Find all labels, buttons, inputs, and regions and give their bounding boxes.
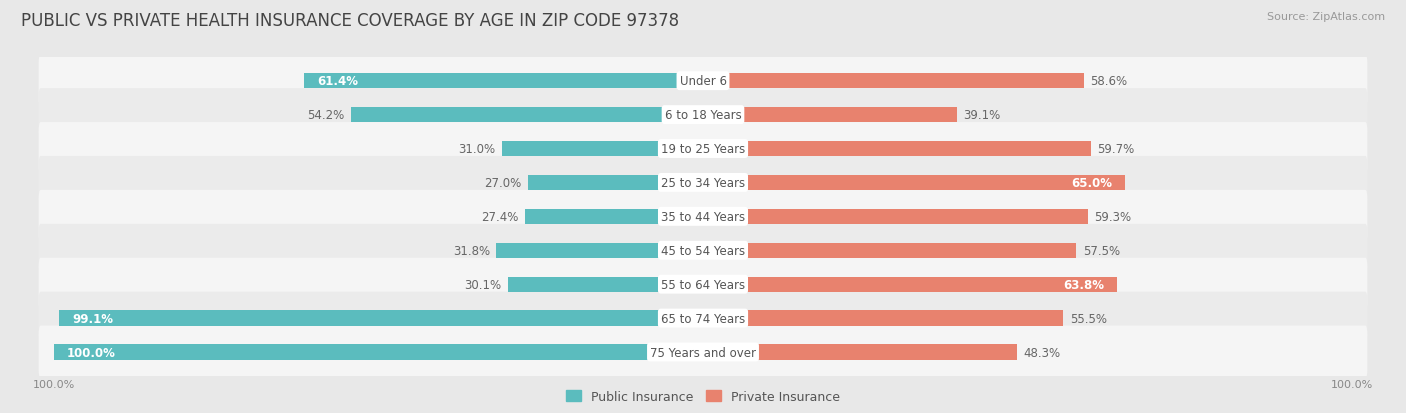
Text: 65.0%: 65.0%: [1071, 176, 1112, 190]
Text: 57.5%: 57.5%: [1083, 244, 1121, 257]
FancyBboxPatch shape: [38, 258, 1368, 311]
Text: 59.3%: 59.3%: [1095, 210, 1132, 223]
Bar: [703, 243, 1077, 258]
Text: 27.4%: 27.4%: [481, 210, 519, 223]
Text: 100.0%: 100.0%: [66, 346, 115, 358]
Text: Source: ZipAtlas.com: Source: ZipAtlas.com: [1267, 12, 1385, 22]
Bar: [703, 108, 957, 123]
Bar: [508, 277, 703, 292]
Text: 63.8%: 63.8%: [1063, 278, 1104, 291]
Bar: [304, 74, 703, 89]
Text: 65 to 74 Years: 65 to 74 Years: [661, 312, 745, 325]
FancyBboxPatch shape: [38, 190, 1368, 243]
Bar: [703, 209, 1088, 224]
Text: 55 to 64 Years: 55 to 64 Years: [661, 278, 745, 291]
FancyBboxPatch shape: [38, 123, 1368, 176]
Text: PUBLIC VS PRIVATE HEALTH INSURANCE COVERAGE BY AGE IN ZIP CODE 97378: PUBLIC VS PRIVATE HEALTH INSURANCE COVER…: [21, 12, 679, 30]
Text: 19 to 25 Years: 19 to 25 Years: [661, 142, 745, 156]
Text: 25 to 34 Years: 25 to 34 Years: [661, 176, 745, 190]
Text: 45 to 54 Years: 45 to 54 Years: [661, 244, 745, 257]
Text: 35 to 44 Years: 35 to 44 Years: [661, 210, 745, 223]
FancyBboxPatch shape: [38, 292, 1368, 345]
Legend: Public Insurance, Private Insurance: Public Insurance, Private Insurance: [561, 385, 845, 408]
Text: 48.3%: 48.3%: [1024, 346, 1060, 358]
Text: 59.7%: 59.7%: [1097, 142, 1135, 156]
Text: 30.1%: 30.1%: [464, 278, 501, 291]
FancyBboxPatch shape: [38, 157, 1368, 209]
Text: 6 to 18 Years: 6 to 18 Years: [665, 109, 741, 122]
Bar: [703, 311, 1063, 326]
Text: 55.5%: 55.5%: [1070, 312, 1107, 325]
FancyBboxPatch shape: [38, 89, 1368, 142]
Bar: [703, 344, 1017, 360]
Text: 39.1%: 39.1%: [963, 109, 1001, 122]
Text: 75 Years and over: 75 Years and over: [650, 346, 756, 358]
Text: 31.8%: 31.8%: [453, 244, 489, 257]
Bar: [502, 142, 703, 157]
Bar: [703, 74, 1084, 89]
FancyBboxPatch shape: [38, 55, 1368, 108]
Bar: [527, 176, 703, 191]
Bar: [703, 142, 1091, 157]
Text: 58.6%: 58.6%: [1090, 75, 1128, 88]
FancyBboxPatch shape: [38, 224, 1368, 277]
Bar: [524, 209, 703, 224]
Text: Under 6: Under 6: [679, 75, 727, 88]
FancyBboxPatch shape: [38, 326, 1368, 379]
Bar: [352, 108, 703, 123]
Bar: [703, 176, 1125, 191]
Bar: [496, 243, 703, 258]
Bar: [59, 311, 703, 326]
Bar: [53, 344, 703, 360]
Text: 54.2%: 54.2%: [308, 109, 344, 122]
Text: 31.0%: 31.0%: [458, 142, 495, 156]
Bar: [703, 277, 1118, 292]
Text: 99.1%: 99.1%: [72, 312, 114, 325]
Text: 61.4%: 61.4%: [318, 75, 359, 88]
Text: 27.0%: 27.0%: [484, 176, 522, 190]
